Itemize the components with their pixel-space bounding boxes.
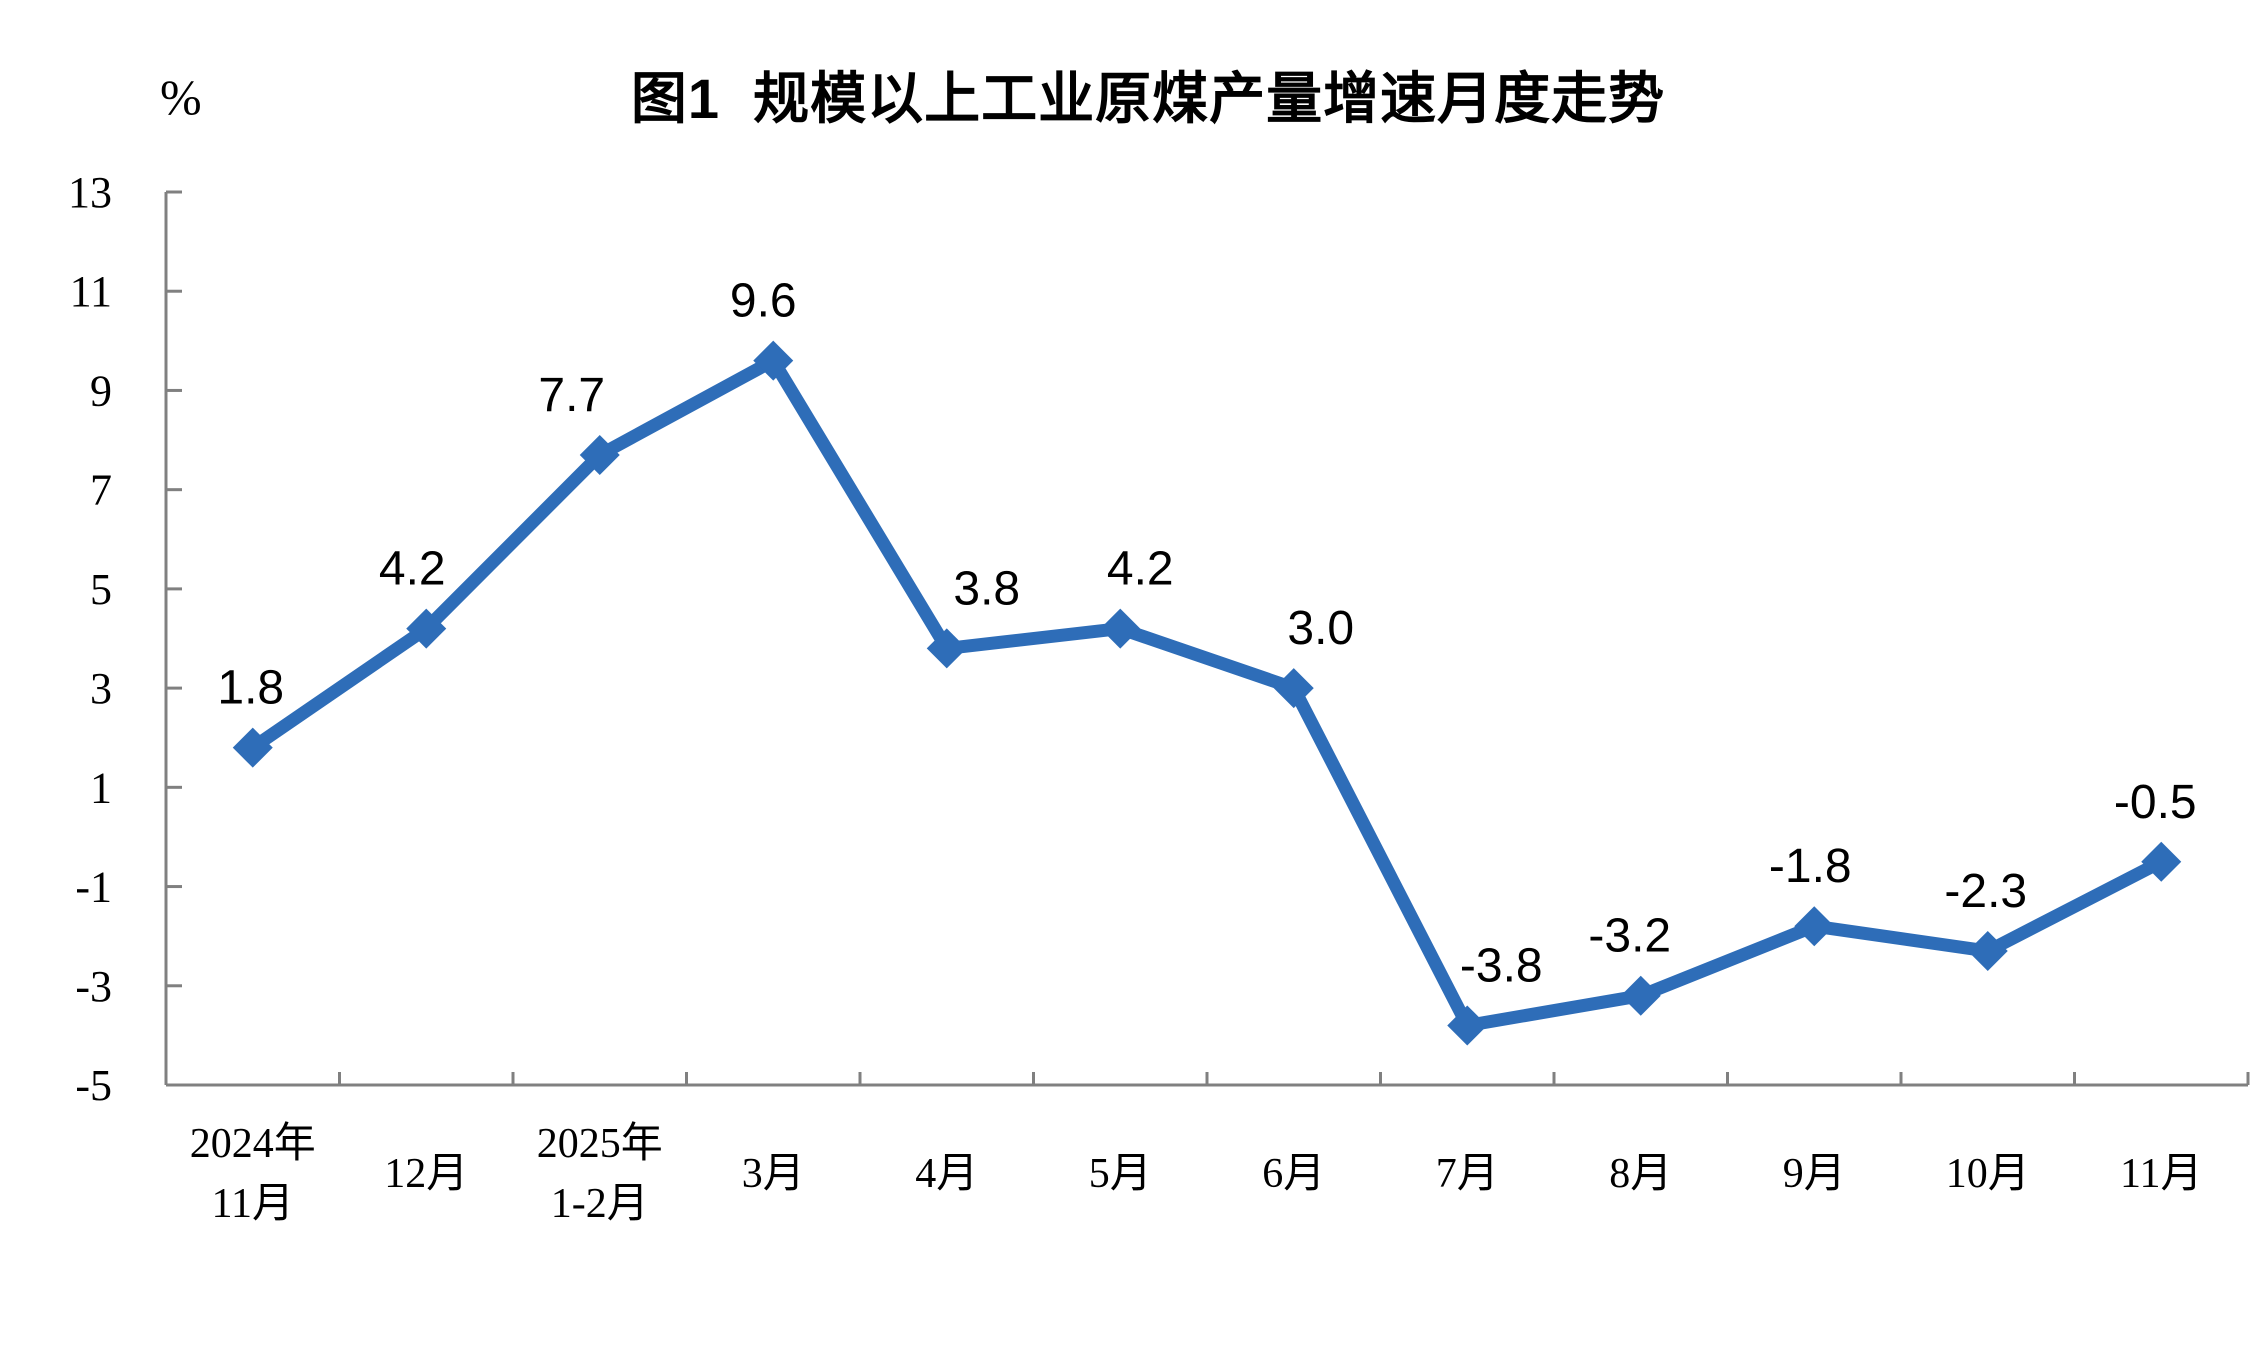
y-axis-tick-label: -5 (75, 1061, 112, 1110)
data-point-marker (753, 340, 794, 381)
x-axis-category-label: 7月 (1436, 1151, 1499, 1197)
y-axis-unit-label: % (160, 69, 202, 125)
data-point-label: -3.2 (1588, 910, 1671, 963)
y-axis-tick-label: 9 (90, 366, 112, 415)
y-axis-tick-label: -1 (75, 863, 112, 912)
data-point-label: -3.8 (1460, 939, 1543, 992)
x-axis-category-label: 11月 (2120, 1151, 2202, 1197)
data-point-marker (1794, 906, 1835, 947)
y-axis-tick-label: 5 (90, 565, 112, 614)
data-series-line (246, 354, 2168, 1032)
data-point-label: 3.0 (1287, 602, 1354, 655)
data-point-marker (1967, 931, 2008, 972)
data-point-label: -1.8 (1769, 840, 1852, 893)
x-axis-category-label: 2024年 11月 (190, 1120, 316, 1227)
data-point-label: 7.7 (538, 369, 605, 422)
y-axis-tick-label: 7 (90, 466, 112, 515)
x-axis-category-label: 3月 (742, 1151, 805, 1197)
y-axis-tick-label: 13 (68, 168, 112, 217)
data-point-marker (2141, 841, 2182, 882)
y-axis-tick-label: 11 (70, 267, 112, 316)
data-point-marker (1447, 1005, 1488, 1046)
data-point-label: -0.5 (2114, 776, 2197, 829)
data-point-marker (406, 608, 447, 649)
data-point-marker (1100, 608, 1141, 649)
data-point-marker (1273, 668, 1314, 709)
x-axis-category-label: 2025年 1-2月 (537, 1120, 663, 1227)
x-axis-category-label: 4月 (915, 1151, 978, 1197)
data-point-label: 4.2 (1107, 543, 1174, 596)
y-axis-tick-label: 1 (90, 763, 112, 812)
x-axis-category-label: 12月 (384, 1151, 468, 1197)
data-point-marker (579, 434, 620, 475)
data-point-label: 3.8 (953, 562, 1020, 615)
chart-title: 图1 规模以上工业原煤产量增速月度走势 (630, 67, 1666, 130)
y-axis-tick-label: 3 (90, 664, 112, 713)
y-axis-tick-label: -3 (75, 962, 112, 1011)
data-point-marker (926, 628, 967, 669)
data-point-label: -2.3 (1944, 865, 2027, 918)
data-point-label: 9.6 (730, 275, 797, 328)
x-axis-category-label: 8月 (1609, 1151, 1672, 1197)
x-axis-category-label: 6月 (1262, 1151, 1325, 1197)
x-axis-category-label: 10月 (1946, 1151, 2030, 1197)
x-axis-category-label: 5月 (1089, 1151, 1152, 1197)
data-point-marker (1620, 975, 1661, 1016)
data-point-label: 1.8 (217, 662, 284, 715)
data-point-label: 4.2 (379, 543, 446, 596)
x-axis-category-label: 9月 (1783, 1151, 1846, 1197)
data-point-marker (232, 727, 273, 768)
